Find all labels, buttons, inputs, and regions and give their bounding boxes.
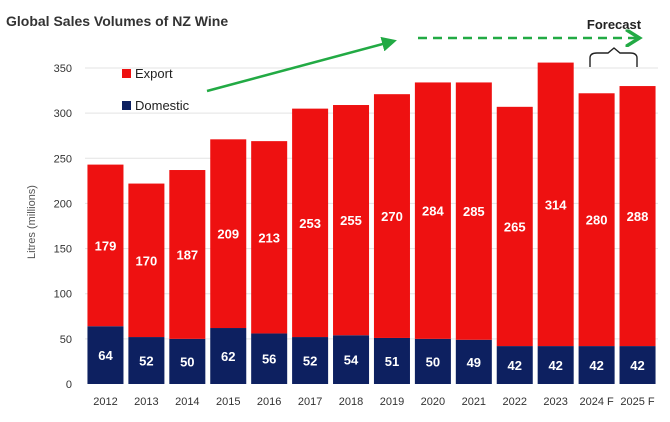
- legend-label-export: Export: [135, 66, 173, 81]
- bar-label-export: 288: [627, 209, 649, 224]
- x-tick-label: 2024 F: [579, 396, 614, 408]
- bar-export: [537, 62, 574, 347]
- bar-domestic: [578, 346, 615, 384]
- bar-export: [414, 82, 451, 339]
- bar-label-export: 187: [176, 247, 198, 262]
- bar-label-export: 280: [586, 213, 608, 228]
- legend: Export Domestic: [122, 66, 190, 113]
- bar-label-export: 213: [258, 230, 280, 245]
- legend-swatch-export: [122, 69, 131, 78]
- bar-label-export: 265: [504, 219, 526, 234]
- bar-label-domestic: 42: [589, 358, 603, 373]
- x-tick-label: 2015: [216, 396, 240, 408]
- y-axis-label: Litres (millions): [26, 185, 38, 259]
- x-tick-label: 2020: [421, 396, 445, 408]
- x-tick-label: 2023: [543, 396, 567, 408]
- bar-export: [251, 141, 288, 334]
- x-tick-label: 2012: [93, 396, 117, 408]
- bar-domestic: [169, 338, 206, 384]
- bars: [87, 62, 656, 384]
- bar-export: [496, 106, 533, 347]
- bar-label-export: 285: [463, 204, 485, 219]
- bar-domestic: [414, 338, 451, 384]
- legend-label-domestic: Domestic: [135, 98, 190, 113]
- bar-export: [292, 108, 329, 338]
- bar-label-export: 284: [422, 204, 444, 219]
- bar-label-domestic: 54: [344, 353, 359, 368]
- bar-label-domestic: 50: [426, 354, 440, 369]
- bar-export: [87, 164, 124, 327]
- bar-label-export: 209: [217, 227, 239, 242]
- trend-arrow: [206, 36, 397, 93]
- bar-label-export: 170: [136, 253, 158, 268]
- y-tick-label: 150: [54, 244, 72, 256]
- bar-label-domestic: 51: [385, 354, 399, 369]
- bar-label-domestic: 42: [548, 358, 562, 373]
- bar-export: [333, 105, 370, 336]
- y-tick-label: 350: [54, 63, 72, 75]
- bar-label-domestic: 64: [98, 348, 113, 363]
- bar-export: [578, 93, 615, 347]
- y-tick-label: 0: [66, 379, 72, 391]
- bar-domestic: [210, 328, 247, 384]
- bar-label-domestic: 52: [139, 354, 153, 369]
- y-tick-label: 100: [54, 289, 72, 301]
- bar-label-export: 255: [340, 213, 362, 228]
- x-tick-label: 2025 F: [620, 396, 655, 408]
- x-tick-label: 2013: [134, 396, 158, 408]
- forecast-bracket: [589, 47, 638, 67]
- bar-export: [128, 183, 165, 338]
- x-tick-label: 2017: [298, 396, 322, 408]
- bar-label-export: 314: [545, 197, 567, 212]
- bar-domestic: [251, 333, 288, 384]
- bar-label-domestic: 56: [262, 352, 276, 367]
- bar-export: [169, 170, 206, 339]
- bar-export: [373, 94, 410, 338]
- bar-export: [210, 139, 247, 329]
- bar-domestic: [87, 326, 124, 384]
- bar-domestic: [537, 346, 574, 384]
- x-tick-label: 2022: [503, 396, 527, 408]
- bar-domestic: [619, 346, 656, 384]
- bar-export: [619, 86, 656, 347]
- forecast-label: Forecast: [587, 17, 642, 32]
- y-tick-label: 50: [60, 334, 72, 346]
- x-tick-label: 2019: [380, 396, 404, 408]
- y-tick-label: 300: [54, 108, 72, 120]
- bar-domestic: [128, 337, 165, 384]
- bar-label-domestic: 50: [180, 354, 194, 369]
- y-tick-label: 200: [54, 198, 72, 210]
- bar-label-domestic: 62: [221, 349, 235, 364]
- bar-domestic: [496, 346, 533, 384]
- x-tick-label: 2016: [257, 396, 281, 408]
- bar-labels: 64 179 52 170 50 187 62 209 56 213 52 253 54 255 51 270…: [95, 197, 649, 373]
- chart-title: Global Sales Volumes of NZ Wine: [6, 13, 228, 29]
- bar-label-domestic: 49: [467, 355, 481, 370]
- x-tick-label: 2021: [462, 396, 486, 408]
- y-tick-label: 250: [54, 153, 72, 165]
- bar-label-domestic: 42: [508, 358, 522, 373]
- legend-swatch-domestic: [122, 101, 131, 110]
- bar-label-export: 270: [381, 209, 403, 224]
- bar-label-domestic: 42: [630, 358, 644, 373]
- bar-export: [455, 82, 492, 340]
- bar-label-export: 179: [95, 238, 117, 253]
- bar-label-export: 253: [299, 216, 321, 231]
- bar-domestic: [373, 337, 410, 384]
- bar-label-domestic: 52: [303, 354, 317, 369]
- bar-domestic: [333, 335, 370, 384]
- bar-domestic: [455, 339, 492, 384]
- x-axis-ticks: 2012 2013 2014 2015 2016 2017 2018 2019 2020 2021…: [93, 396, 655, 408]
- y-axis-ticks: 0 50 100 150 200 250 300 350: [54, 63, 72, 391]
- bar-domestic: [292, 337, 329, 384]
- x-tick-label: 2014: [175, 396, 199, 408]
- x-tick-label: 2018: [339, 396, 363, 408]
